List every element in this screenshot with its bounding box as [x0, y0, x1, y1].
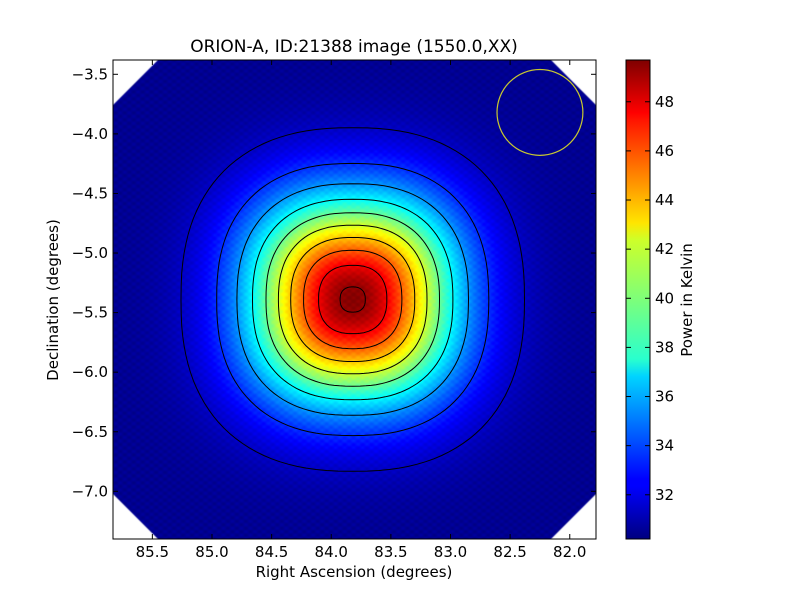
heatmap-raster	[113, 60, 596, 539]
x-tick-label: 84.5	[255, 543, 288, 561]
x-axis: 85.5 85.0 84.5 84.0 83.5 83.0 82.5 82.0	[136, 60, 586, 561]
plot-area: 85.5 85.0 84.5 84.0 83.5 83.0 82.5 82.0 −3.5 −4.…	[72, 59, 597, 561]
x-tick-label: 84.0	[315, 543, 348, 561]
x-tick-label: 85.5	[136, 543, 169, 561]
colorbar-label: Power in Kelvin	[678, 243, 696, 357]
y-tick-label: −4.5	[72, 184, 108, 202]
y-tick-label: −3.5	[72, 65, 108, 83]
colorbar-tick-label: 34	[655, 437, 674, 455]
y-tick-label: −5.5	[72, 304, 108, 322]
contour-line	[251, 198, 454, 401]
y-tick-label: −6.0	[72, 363, 108, 381]
contour-line	[236, 183, 470, 416]
y-tick-label: −4.0	[72, 125, 108, 143]
contour-line	[180, 127, 526, 472]
contour-line	[216, 162, 490, 437]
chart-title: ORION-A, ID:21388 image (1550.0,XX)	[190, 37, 518, 57]
heatmap-image	[113, 60, 596, 539]
colorbar: 32 34 36 38 40 42 44 46 48 Power in Kelvin	[625, 59, 696, 540]
x-tick-label: 83.0	[434, 543, 467, 561]
colorbar-gradient	[625, 59, 651, 540]
x-tick-label: 83.5	[374, 543, 407, 561]
colorbar-tick-label: 42	[655, 240, 674, 258]
contour-line	[290, 237, 416, 362]
contour-line	[303, 249, 403, 350]
contour-line	[339, 286, 366, 313]
colorbar-tick-label: 38	[655, 338, 674, 356]
y-tick-label: −6.5	[72, 423, 108, 441]
colorbar-tick-label: 40	[655, 289, 674, 307]
colorbar-tick-label: 44	[655, 191, 674, 209]
contour-line	[265, 212, 441, 387]
colorbar-tick-label: 36	[655, 388, 674, 406]
contour-line	[318, 264, 388, 335]
y-axis: −3.5 −4.0 −4.5 −5.0 −5.5 −6.0 −6.5 −7.0	[72, 65, 596, 500]
x-tick-label: 82.5	[493, 543, 526, 561]
y-tick-label: −5.0	[72, 244, 108, 262]
y-axis-label: Declination (degrees)	[44, 219, 62, 381]
colorbar-tick-label: 48	[655, 93, 674, 111]
colorbar-tick-label: 32	[655, 486, 674, 504]
plot-frame	[112, 59, 597, 540]
colorbar-ticks: 32 34 36 38 40 42 44 46 48	[626, 93, 674, 504]
contour-lines	[180, 127, 526, 472]
x-tick-label: 82.0	[553, 543, 586, 561]
beam-circle	[496, 68, 584, 156]
y-tick-label: −7.0	[72, 482, 108, 500]
x-tick-label: 85.0	[195, 543, 228, 561]
colorbar-tick-label: 46	[655, 142, 674, 160]
contour-line	[277, 224, 428, 375]
x-axis-label: Right Ascension (degrees)	[256, 563, 453, 581]
